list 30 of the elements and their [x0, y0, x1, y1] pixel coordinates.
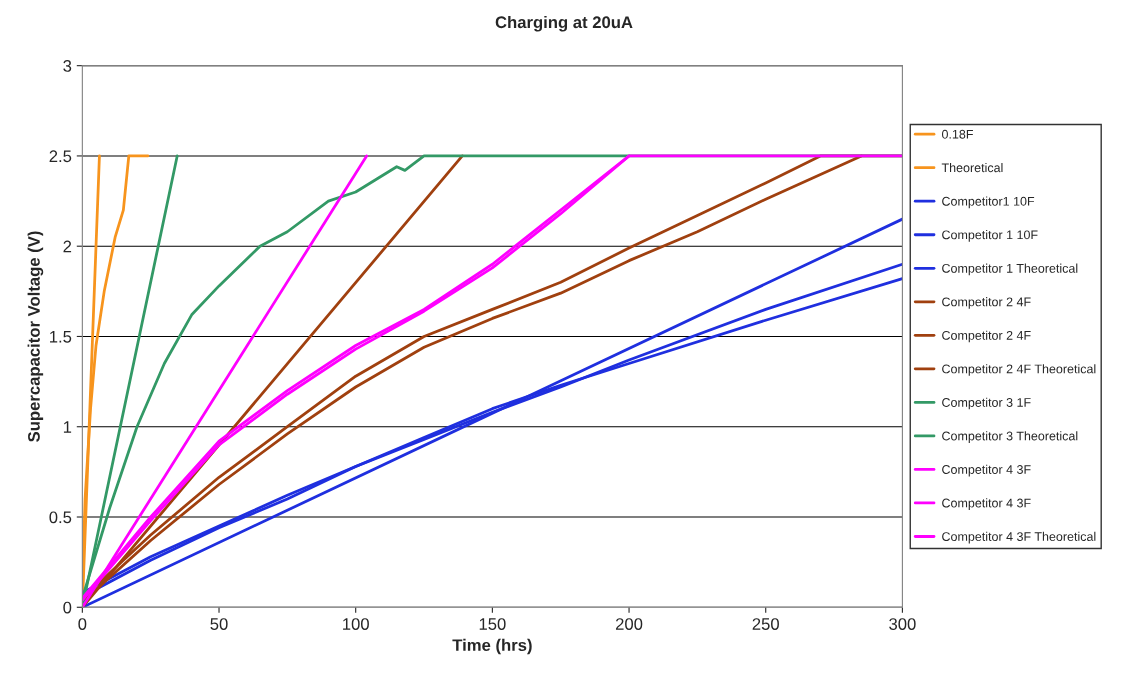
y-tick-label: 1.5 [50, 331, 72, 343]
y-axis-title: Supercapacitor Voltage (V) [27, 231, 44, 442]
legend-label: Theoretical [941, 163, 1003, 173]
x-tick-label: 100 [343, 618, 369, 630]
x-tick-label: 150 [479, 618, 506, 630]
legend-label: Competitor 4 3F [942, 498, 1031, 510]
legend-label: Competitor 2 4F [942, 330, 1031, 343]
x-tick-label: 300 [889, 618, 916, 630]
x-axis-title: Time (hrs) [452, 638, 532, 655]
chart-title: Charging at 20uA [495, 15, 633, 32]
legend-label: Competitor 3 1F [942, 397, 1031, 410]
legend-label: Competitor 4 3F Theoretical [942, 531, 1096, 544]
legend-label: Competitor 2 4F Theoretical [942, 364, 1096, 376]
y-tick-label: 0 [63, 601, 72, 614]
y-tick-label: 2 [63, 240, 72, 253]
y-tick-label: 2.5 [49, 150, 72, 163]
legend-label: Competitor1 10F [942, 196, 1035, 209]
x-tick-label: 50 [210, 618, 228, 630]
legend-label: Competitor 4 3F [942, 464, 1031, 477]
legend-label: Competitor 1 10F [942, 230, 1038, 242]
legend-label: Competitor 1 Theoretical [942, 263, 1078, 276]
x-tick-label: 250 [752, 618, 779, 630]
x-tick-label: 200 [615, 618, 643, 630]
legend-label: Competitor 2 4F [942, 297, 1031, 309]
y-tick-label: 0.5 [49, 511, 72, 524]
legend-label: 0.18F [941, 129, 973, 139]
y-tick-label: 1 [63, 421, 72, 433]
y-tick-label: 3 [63, 60, 72, 72]
x-tick-label: 0 [78, 618, 87, 630]
legend-label: Competitor 3 Theoretical [942, 431, 1078, 443]
